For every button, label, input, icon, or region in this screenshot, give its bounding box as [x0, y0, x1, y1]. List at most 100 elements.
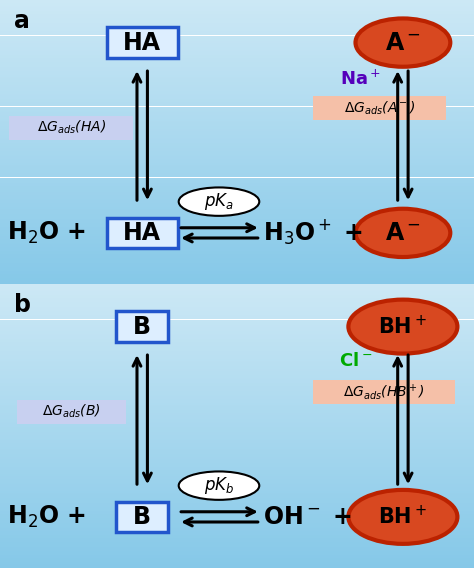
Bar: [0, 243, 474, 244]
Text: A$^-$: A$^-$: [385, 31, 421, 55]
Bar: [0, 97, 474, 98]
Bar: [0, 2, 474, 3]
Text: $\Delta G_{ads}$(HA): $\Delta G_{ads}$(HA): [36, 119, 106, 136]
Bar: [0, 395, 474, 396]
Bar: [0, 444, 474, 446]
Bar: [0, 233, 474, 234]
Bar: [0, 473, 474, 474]
Bar: [0, 154, 474, 156]
Bar: [0, 389, 474, 391]
Bar: [0, 148, 474, 149]
Bar: [0, 67, 474, 68]
Bar: [0, 358, 474, 359]
Bar: [0, 486, 474, 487]
Text: B: B: [133, 505, 151, 529]
Bar: [0, 169, 474, 170]
Text: A$^-$: A$^-$: [385, 221, 421, 245]
Bar: [0, 528, 474, 529]
Text: Cl$^-$: Cl$^-$: [339, 352, 372, 370]
Bar: [0, 77, 474, 78]
Bar: [0, 393, 474, 395]
Bar: [0, 453, 474, 454]
Bar: [0, 562, 474, 563]
Bar: [0, 200, 474, 202]
Bar: [0, 60, 474, 61]
Bar: [0, 183, 474, 185]
Bar: [0, 477, 474, 478]
Bar: [0, 454, 474, 456]
Bar: [0, 277, 474, 278]
Bar: [0, 378, 474, 379]
Bar: [0, 26, 474, 27]
Bar: [0, 15, 474, 17]
Bar: [0, 552, 474, 554]
Bar: [0, 225, 474, 227]
Bar: [0, 398, 474, 399]
Bar: [0, 48, 474, 50]
Bar: [0, 267, 474, 269]
Bar: [0, 517, 474, 518]
Bar: [0, 99, 474, 101]
Text: $\Delta G_{ads}$(HB$^+$): $\Delta G_{ads}$(HB$^+$): [343, 382, 425, 402]
Text: HA: HA: [123, 31, 161, 55]
Bar: [0, 410, 474, 412]
Text: B: B: [133, 315, 151, 339]
Bar: [0, 392, 474, 393]
Bar: [0, 310, 474, 311]
Bar: [0, 469, 474, 470]
Bar: [0, 311, 474, 312]
Bar: [0, 240, 474, 241]
Bar: [0, 140, 474, 142]
Bar: [0, 399, 474, 400]
Bar: [0, 282, 474, 284]
Bar: [0, 315, 474, 317]
Bar: [0, 194, 474, 196]
Bar: [0, 101, 474, 102]
Bar: [0, 433, 474, 435]
Bar: [0, 202, 474, 203]
Bar: [0, 534, 474, 535]
Bar: [0, 43, 474, 44]
Bar: [0, 270, 474, 272]
Bar: [0, 319, 474, 321]
Bar: [0, 90, 474, 91]
Ellipse shape: [179, 187, 259, 216]
Bar: [0, 533, 474, 534]
Bar: [0, 17, 474, 19]
Bar: [0, 189, 474, 190]
Bar: [0, 383, 474, 385]
Bar: [0, 280, 474, 281]
Bar: [0, 245, 474, 247]
Bar: [0, 437, 474, 438]
Bar: [0, 74, 474, 75]
Bar: [0, 62, 474, 64]
Text: OH$^-$ +: OH$^-$ +: [263, 505, 352, 529]
Bar: [0, 227, 474, 228]
Bar: [0, 456, 474, 457]
Bar: [0, 209, 474, 210]
Bar: [0, 551, 474, 552]
Bar: [0, 28, 474, 30]
Bar: [0, 365, 474, 366]
Bar: [0, 328, 474, 329]
Bar: [0, 114, 474, 115]
Bar: [0, 168, 474, 169]
Bar: [0, 146, 474, 148]
Bar: [0, 244, 474, 245]
Bar: [0, 176, 474, 177]
Text: $\Delta G_{ads}$(B): $\Delta G_{ads}$(B): [42, 403, 100, 420]
Bar: [0, 61, 474, 62]
Ellipse shape: [356, 19, 450, 67]
Bar: [0, 152, 474, 153]
Bar: [0, 258, 474, 260]
Bar: [0, 86, 474, 88]
Bar: [0, 285, 474, 287]
Bar: [0, 406, 474, 407]
Bar: [0, 105, 474, 107]
Bar: [0, 400, 474, 402]
Text: H$_3$O$^+$ +: H$_3$O$^+$ +: [263, 218, 363, 248]
Text: BH$^+$: BH$^+$: [378, 505, 428, 529]
Bar: [0, 174, 474, 176]
Bar: [0, 374, 474, 375]
Bar: [0, 379, 474, 381]
